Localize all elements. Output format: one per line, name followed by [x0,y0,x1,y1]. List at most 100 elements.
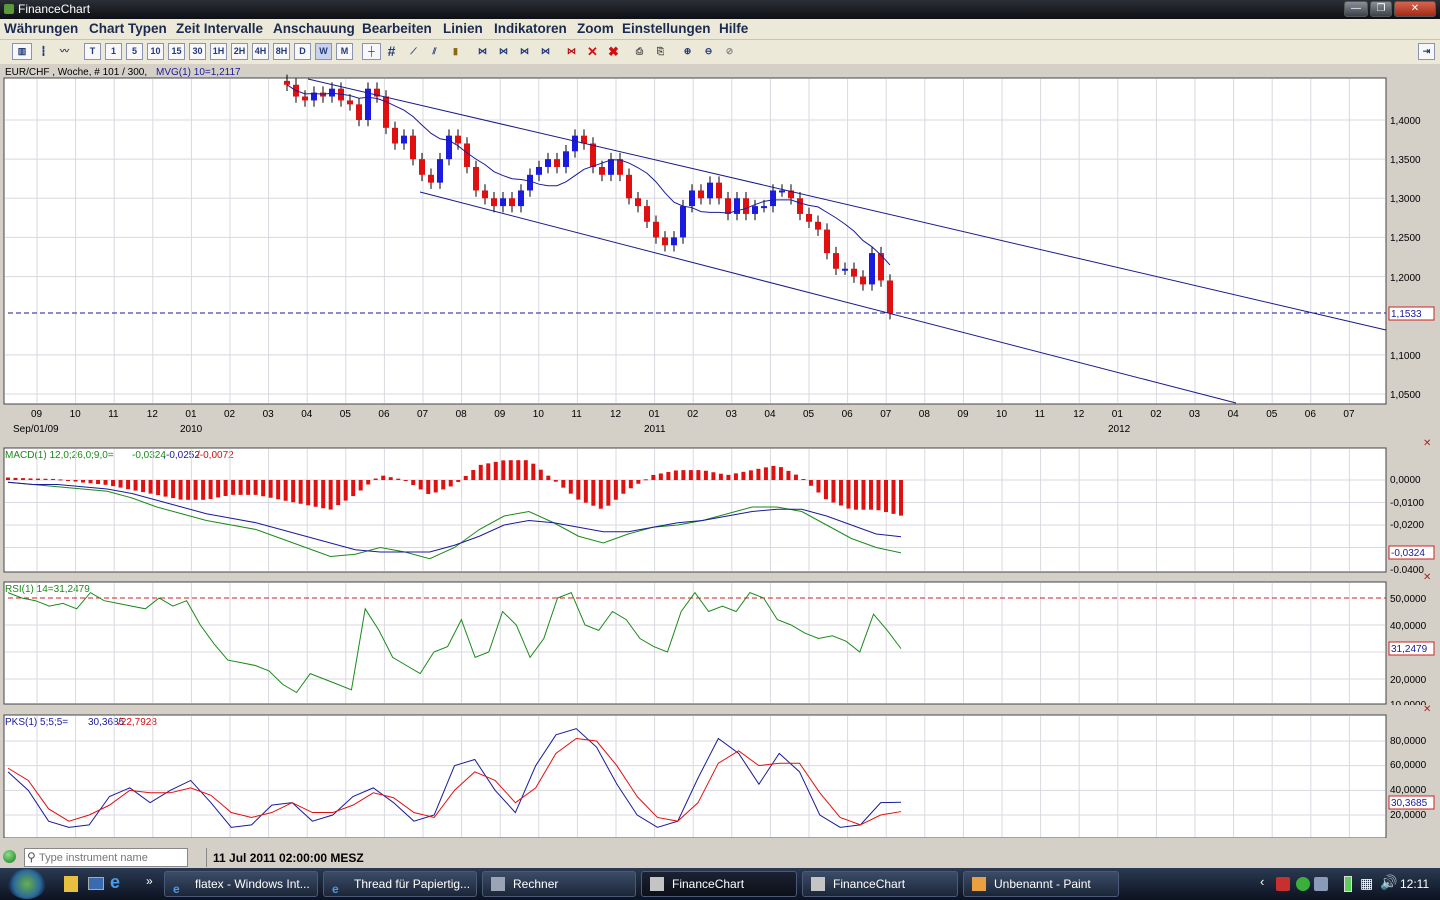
menu-bearbeiten[interactable]: Bearbeiten [362,21,432,36]
candle-body [563,151,569,167]
menu-chart-typen[interactable]: Chart Typen [89,21,167,36]
arc-icon[interactable]: ⋈ [541,46,550,56]
trend-line-upper[interactable] [307,78,1387,331]
interval-2h-button[interactable]: 2H [231,43,248,60]
macd-hist-bar [523,460,528,480]
month-tick: 06 [378,409,390,420]
month-tick: 01 [649,409,661,420]
volume-icon[interactable]: ▮ [453,46,458,56]
task-rechner[interactable]: Rechner [482,871,636,897]
battery-icon[interactable] [1344,876,1352,892]
rsi-pane[interactable] [3,581,1387,705]
pks-pane[interactable] [3,714,1387,839]
delete-icon[interactable]: ✕ [587,44,598,59]
macd-hist-bar [403,480,408,481]
delete-line-icon[interactable]: ⋈ [567,46,576,56]
instrument-search-input[interactable] [39,850,185,865]
line-chart-icon[interactable]: 〰 [59,46,69,56]
month-tick: 09 [957,409,969,420]
tray-device-icon[interactable] [1314,877,1328,891]
maximize-button[interactable]: ❐ [1370,1,1392,17]
interval-1-button[interactable]: 1 [105,43,122,60]
interval-8h-button[interactable]: 8H [273,43,290,60]
chart-canvas[interactable]: EUR/CHF , Woche, # 101 / 300, MVG(1) 10=… [0,64,1440,839]
grid-icon[interactable]: # [387,43,396,59]
price-pane[interactable] [3,77,1387,405]
close-pane-icon[interactable]: ✕ [1423,438,1431,449]
delete-all-icon[interactable]: ✖ [608,44,619,59]
task-thread[interactable]: e Thread für Papiertig... [323,871,477,897]
menu-indikatoren[interactable]: Indikatoren [494,21,567,36]
explorer-icon[interactable] [64,876,78,892]
candle-chart-icon[interactable]: ▥ [12,43,32,60]
menu-zeit-intervalle[interactable]: Zeit Intervalle [176,21,264,36]
macd-hist-bar [418,480,423,490]
interval-t-button[interactable]: T [84,43,101,60]
pks-last-box [1388,795,1435,810]
close-pane-icon[interactable]: ✕ [1423,704,1431,715]
menu-einstellungen[interactable]: Einstellungen [622,21,711,36]
menu-linien[interactable]: Linien [443,21,483,36]
zoom-reset-icon[interactable]: ⊘ [725,46,734,56]
tray-expand-icon[interactable]: ‹ [1260,874,1265,889]
interval-4h-button[interactable]: 4H [252,43,269,60]
task-paint[interactable]: Unbenannt - Paint [963,871,1119,897]
crosshair-icon[interactable]: ┼ [362,43,381,60]
task-financechart-2[interactable]: FinanceChart [802,871,958,897]
price-axis: 1,4000 1,3500 1,3000 1,2500 1,2000 1,100… [1390,116,1421,401]
close-pane-icon[interactable]: ✕ [1423,572,1431,583]
start-button[interactable] [8,869,46,899]
search-box[interactable]: ⚲ [24,848,188,867]
menu-zoom[interactable]: Zoom [577,21,614,36]
pks-header-k: 30,3685 [88,717,125,728]
interval-5-button[interactable]: 5 [126,43,143,60]
menu-hilfe[interactable]: Hilfe [719,21,749,36]
macd-hist-bar [58,479,63,481]
task-flatex[interactable]: e flatex - Windows Int... [164,871,318,897]
print-icon[interactable]: ⎙ [635,46,644,56]
candle-body [815,221,821,230]
pane-splitter[interactable] [0,573,1440,581]
interval-10-button[interactable]: 10 [147,43,164,60]
clock[interactable]: 12:11 [1400,877,1430,891]
tray-app-icon[interactable] [1276,877,1290,891]
channel-icon[interactable]: ⫽ [432,46,437,56]
pane-splitter[interactable] [0,438,1440,446]
volume-icon[interactable]: 🔊 [1380,874,1398,890]
panel-toggle-icon[interactable]: ⇥ [1418,43,1435,60]
interval-15-button[interactable]: 15 [168,43,185,60]
interval-w-button[interactable]: W [315,43,332,60]
desktop-icon[interactable] [88,877,104,890]
zoom-out-icon[interactable]: ⊖ [704,46,713,56]
bar-chart-icon[interactable]: ┇ [40,46,47,56]
tray-security-icon[interactable] [1296,877,1310,891]
macd-hist-bar [178,480,183,500]
month-tick: 09 [31,409,43,420]
minimize-button[interactable]: — [1344,1,1368,17]
macd-hist-bar [388,477,393,480]
candle-body [635,198,641,207]
macd-hist-bar [591,480,596,506]
macd-hist-bar [899,480,903,516]
trend-line-lower[interactable] [419,191,1237,404]
zoom-in-icon[interactable]: ⊕ [683,46,692,56]
ie-icon[interactable]: e [110,872,121,892]
menu-anschauung[interactable]: Anschauung [273,21,355,36]
interval-d-button[interactable]: D [294,43,311,60]
draw-line-icon[interactable]: ⟋ [410,46,417,56]
network-icon[interactable]: ▦ [1360,875,1374,891]
menu-waehrungen[interactable]: Währungen [4,21,79,36]
cycles-icon[interactable]: ⋈ [520,46,529,56]
gann-icon[interactable]: ⋈ [499,46,508,56]
pane-splitter[interactable] [0,705,1440,713]
fibonacci-icon[interactable]: ⋈ [478,46,487,56]
interval-m-button[interactable]: M [336,43,353,60]
interval-1h-button[interactable]: 1H [210,43,227,60]
task-financechart-1[interactable]: FinanceChart [641,871,797,897]
interval-30-button[interactable]: 30 [189,43,206,60]
macd-pane[interactable] [3,447,1387,573]
macd-hist-bar [381,475,386,480]
print-preview-icon[interactable]: ⎘ [656,46,665,56]
quicklaunch-more-icon[interactable]: » [146,874,153,888]
close-button[interactable]: ✕ [1394,1,1436,17]
